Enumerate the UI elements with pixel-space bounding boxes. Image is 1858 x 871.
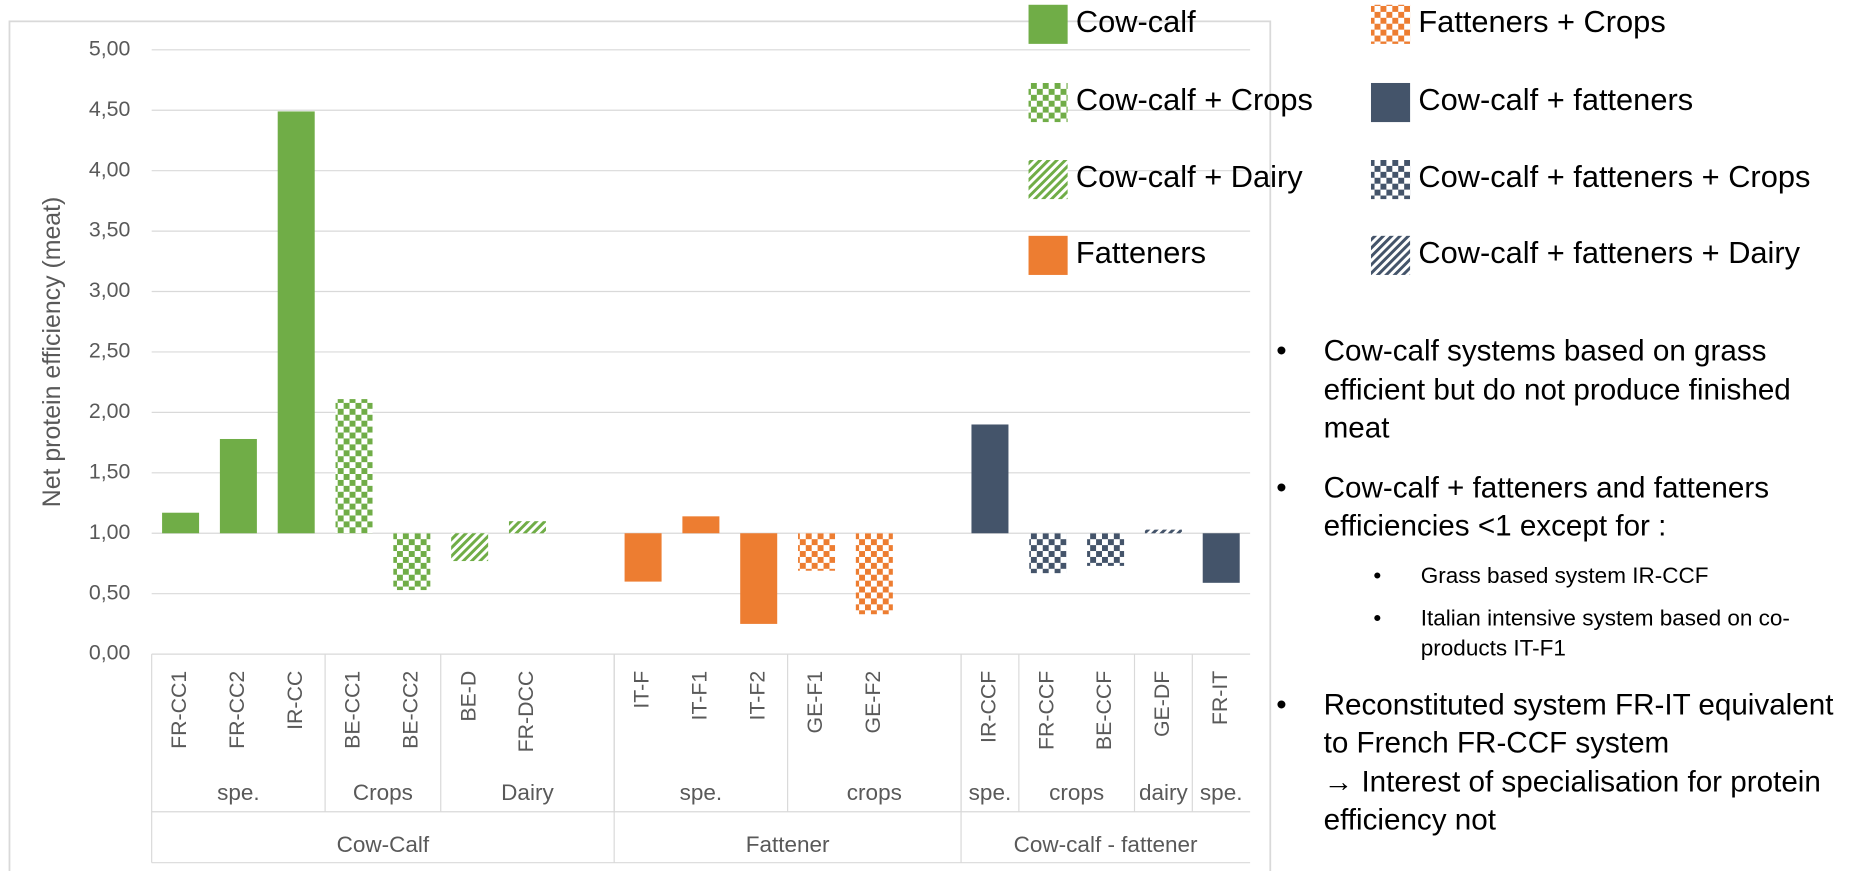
subgroup-label: Crops (353, 780, 413, 805)
group-label: Fattener (746, 832, 830, 857)
bar (508, 521, 546, 534)
sub-note-list: Grass based system IR-CCF Italian intensi… (1324, 562, 1858, 664)
x-tick-label: FR-CCF (1034, 671, 1058, 750)
chart-frame (8, 20, 1272, 871)
bar (855, 533, 893, 615)
x-tick-label: IT-F1 (688, 671, 712, 721)
bar (798, 533, 836, 571)
legend-swatch (1370, 235, 1411, 275)
x-tick-label: FR-CC2 (225, 671, 249, 749)
subgroup-label: spe. (217, 780, 260, 805)
legend-swatch (1370, 4, 1411, 44)
legend-swatch (1028, 159, 1068, 200)
bar (971, 424, 1009, 534)
bar (277, 111, 315, 534)
legend-label: Fatteners + Crops (1418, 4, 1665, 39)
notes: Cow-calf systems based on grass efficien… (1274, 332, 1858, 840)
y-tick-label: 2,00 (89, 399, 131, 423)
y-tick-label: 0,00 (89, 641, 131, 665)
x-tick-label: GE-F1 (803, 671, 827, 734)
subgroup-label: dairy (1139, 780, 1189, 805)
note-list: Cow-calf systems based on grass efficien… (1274, 332, 1858, 840)
y-tick-label: 2,50 (89, 339, 131, 363)
legend-label: Cow-calf (1076, 4, 1196, 39)
y-tick-label: 0,50 (89, 580, 131, 604)
note: Cow-calf systems based on grass efficien… (1276, 332, 1858, 448)
note: Reconstituted system FR-IT equivalent to… (1276, 686, 1858, 840)
legend-label: Cow-calf + fatteners + Dairy (1418, 235, 1800, 270)
bar (740, 533, 778, 624)
sub-note: Grass based system IR-CCF (1373, 562, 1858, 591)
subgroup-label: spe. (680, 780, 723, 805)
x-tick-label: BE-CC1 (341, 671, 365, 749)
y-tick-label: 4,50 (89, 97, 131, 121)
subgroup-label: spe. (1200, 780, 1243, 805)
subgroup-label: Dairy (501, 780, 554, 805)
group-label: Cow-calf - fattener (1014, 832, 1198, 857)
bar (451, 533, 489, 562)
bar (393, 533, 431, 591)
y-tick-label: 1,50 (89, 459, 131, 483)
legend-label: Cow-calf + Crops (1076, 82, 1313, 117)
x-tick-label: BE-CCF (1092, 671, 1116, 750)
legend-label: Cow-calf + Dairy (1076, 159, 1303, 194)
x-tick-label: FR-DCC (514, 671, 538, 753)
bar (1144, 529, 1182, 534)
legend-swatch (1370, 82, 1411, 123)
y-tick-label: 3,50 (89, 218, 131, 242)
x-tick-label: BE-D (456, 671, 480, 722)
note-text: → Interest of specialisation for protein… (1323, 764, 1821, 837)
y-axis-label: Net protein efficiency (meat) (38, 197, 66, 508)
note-text: Reconstituted system FR-IT equivalent to… (1323, 687, 1834, 760)
subgroup-label: crops (1049, 780, 1104, 805)
bar (624, 533, 662, 582)
bar (162, 512, 200, 534)
legend-label: Cow-calf + fatteners (1418, 82, 1693, 117)
legend-label: Fatteners (1076, 235, 1206, 270)
x-tick-label: GE-F2 (861, 671, 885, 734)
legend-swatch (1028, 4, 1068, 44)
x-tick-label: BE-CC2 (398, 671, 422, 749)
note-text: Cow-calf systems based on grass efficien… (1323, 334, 1791, 445)
note: Cow-calf + fatteners and fatteners effic… (1276, 469, 1858, 665)
subgroup-label: spe. (969, 780, 1012, 805)
x-tick-label: GE-DF (1150, 671, 1174, 737)
y-tick-label: 4,00 (89, 157, 131, 181)
legend-label: Cow-calf + fatteners + Crops (1418, 159, 1810, 194)
x-tick-label: IT-F (630, 671, 654, 709)
y-tick-label: 3,00 (89, 278, 131, 302)
x-tick-label: IT-F2 (745, 671, 769, 721)
bar (335, 399, 373, 534)
bar (1029, 533, 1067, 574)
legend-swatch (1028, 235, 1068, 275)
notes-box: Cow-calf systems based on grass efficien… (1274, 332, 1858, 871)
y-tick-label: 5,00 (89, 36, 131, 60)
subgroup-label: crops (847, 780, 902, 805)
bar (219, 438, 257, 534)
legend-swatch (1028, 82, 1068, 123)
x-tick-label: IR-CCF (977, 671, 1001, 743)
y-tick-label: 1,00 (89, 520, 131, 544)
x-tick-label: IR-CC (283, 671, 307, 730)
bar (682, 516, 720, 534)
legend-swatch (1370, 159, 1411, 200)
sub-note: Italian intensive system based on co-pro… (1373, 606, 1858, 665)
bar (1087, 533, 1125, 566)
note-text: Cow-calf + fatteners and fatteners effic… (1323, 471, 1770, 543)
x-tick-label: FR-CC1 (167, 671, 191, 749)
bar (1202, 533, 1240, 583)
group-label: Cow-Calf (337, 832, 430, 857)
x-tick-label: FR-IT (1208, 671, 1232, 725)
